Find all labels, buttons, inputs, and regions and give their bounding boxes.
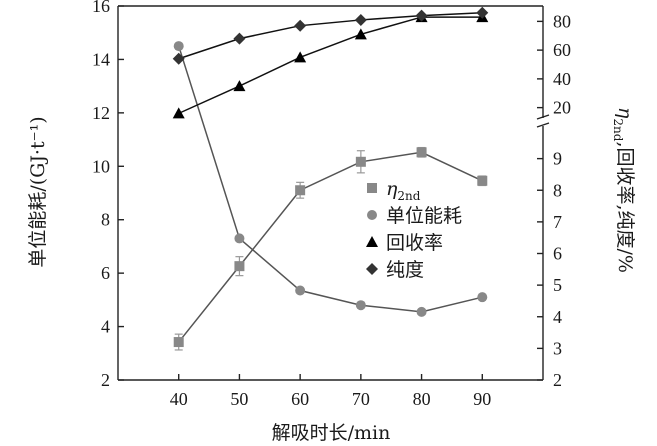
x-tick-label: 90 — [473, 389, 491, 409]
x-tick-label: 70 — [352, 389, 370, 409]
left-tick-label: 14 — [92, 49, 110, 69]
left-tick-label: 16 — [92, 0, 110, 16]
right-axis-label: η2nd,回收率,纯度/% — [611, 107, 636, 273]
right-tick-label: 6 — [553, 244, 562, 264]
series-point — [295, 185, 306, 196]
left-tick-label: 8 — [101, 210, 110, 230]
right-tick-label: 80 — [553, 11, 571, 31]
left-tick-label: 6 — [101, 263, 110, 283]
legend-label: 单位能耗 — [386, 205, 462, 227]
series-3 — [172, 6, 489, 65]
plot-frame — [117, 5, 550, 381]
series-line — [177, 45, 483, 313]
series-point — [294, 51, 307, 63]
series-line — [178, 16, 483, 115]
right-axis-label-sub: 2nd — [611, 118, 625, 141]
right-tick-label: 40 — [553, 69, 571, 89]
legend-label-sub: 2nd — [397, 189, 420, 203]
series-point — [415, 9, 428, 22]
series-1 — [173, 41, 488, 317]
series-2 — [172, 11, 489, 119]
series-point — [295, 285, 306, 296]
left-tick-label: 4 — [101, 317, 110, 337]
legend-label: 纯度 — [386, 259, 424, 281]
series-line — [178, 12, 483, 60]
right-tick-label: 8 — [553, 180, 562, 200]
series-point — [477, 175, 488, 186]
x-axis-label: 解吸时长/min — [272, 422, 391, 444]
legend-label: η2nd — [386, 178, 421, 203]
series-point — [355, 300, 366, 311]
right-tick-label: 9 — [553, 149, 562, 169]
series-point — [233, 32, 246, 45]
series-point — [416, 147, 427, 158]
series-line — [178, 151, 483, 343]
x-tick-label: 40 — [170, 389, 188, 409]
right-tick-label: 5 — [553, 275, 562, 295]
series-point — [416, 306, 427, 317]
left-tick-label: 12 — [92, 103, 110, 123]
series-point — [233, 80, 246, 92]
right-tick-label: 4 — [553, 307, 562, 327]
axis-break-mark — [536, 114, 550, 120]
right-tick-label: 3 — [553, 338, 562, 358]
series-point — [172, 107, 185, 119]
series-point — [234, 233, 245, 244]
series-point — [173, 337, 184, 348]
legend-marker — [367, 210, 377, 220]
legend-marker — [367, 183, 377, 193]
x-tick-label: 50 — [230, 389, 248, 409]
legend-label: 回收率 — [386, 232, 443, 254]
series-point — [354, 13, 367, 26]
series-point — [354, 28, 367, 40]
right-tick-label: 2 — [553, 370, 562, 390]
left-tick-label: 2 — [101, 370, 110, 390]
legend-label-eta: η — [386, 178, 398, 200]
axis-break-mark — [536, 122, 550, 128]
series-point — [294, 19, 307, 32]
x-tick-label: 80 — [413, 389, 431, 409]
right-axis-ticks: 2 3 4 5 6 7 8 9 20 40 60 80 — [537, 11, 571, 390]
x-tick-label: 60 — [291, 389, 309, 409]
left-axis-label: 单位能耗/(GJ·t⁻¹) — [27, 116, 49, 267]
series-point — [172, 52, 185, 65]
legend-marker — [366, 236, 378, 247]
series-point — [477, 292, 488, 303]
right-tick-label: 7 — [553, 212, 562, 232]
left-axis-ticks: 2 4 6 8 10 12 14 16 — [92, 0, 124, 390]
series-point — [476, 6, 489, 19]
series-point — [234, 261, 245, 272]
series-point — [173, 41, 184, 52]
right-tick-label: 20 — [553, 98, 571, 118]
legend-marker — [366, 263, 378, 275]
series-point — [355, 156, 366, 167]
right-axis-label-eta: η — [614, 107, 636, 119]
series-0 — [173, 146, 488, 351]
series-layer — [172, 6, 489, 351]
left-tick-label: 10 — [92, 156, 110, 176]
x-axis-ticks: 40 50 60 70 80 90 — [170, 374, 491, 409]
right-axis-label-rest: ,回收率,纯度/% — [614, 141, 636, 273]
right-tick-label: 60 — [553, 40, 571, 60]
